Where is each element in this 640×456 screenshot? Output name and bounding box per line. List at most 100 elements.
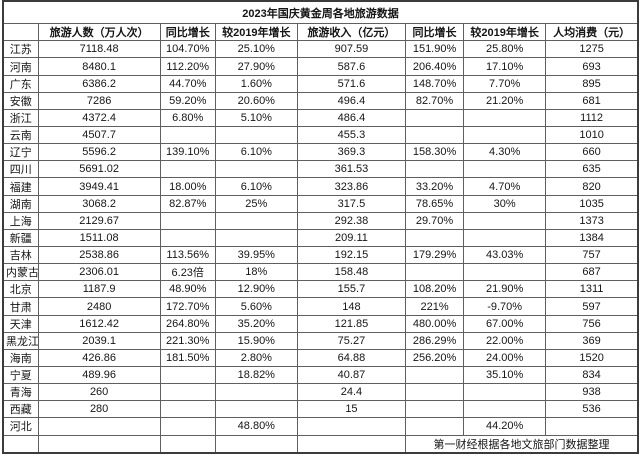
data-cell[interactable]: 39.95% (214, 246, 298, 265)
data-cell[interactable] (545, 417, 639, 436)
data-cell[interactable] (405, 160, 465, 179)
data-cell[interactable]: 21.90% (463, 280, 547, 299)
data-cell[interactable] (405, 417, 465, 436)
data-cell[interactable]: 21.20% (463, 91, 547, 110)
data-cell[interactable]: 20.60% (214, 91, 298, 110)
data-cell[interactable] (405, 400, 465, 419)
data-cell[interactable]: 12.90% (214, 280, 298, 299)
data-cell[interactable]: 221.30% (159, 331, 216, 350)
data-cell[interactable]: 112.20% (159, 57, 216, 76)
data-cell[interactable]: 938 (545, 383, 639, 402)
data-cell[interactable]: 426.86 (37, 348, 161, 368)
province-cell[interactable]: 河南 (2, 57, 39, 76)
data-cell[interactable]: 15 (296, 400, 407, 419)
data-cell[interactable]: 24.00% (463, 348, 547, 368)
province-cell[interactable]: 云南 (2, 126, 39, 145)
corner-header-cell[interactable] (2, 23, 39, 42)
data-cell[interactable] (37, 417, 161, 436)
data-cell[interactable]: 5.10% (214, 108, 298, 128)
data-cell[interactable]: 59.20% (159, 91, 216, 110)
data-cell[interactable]: 7118.48 (37, 40, 161, 59)
data-cell[interactable]: 2039.1 (37, 331, 161, 350)
data-cell[interactable]: 2538.86 (37, 246, 161, 265)
data-cell[interactable]: 35.10% (463, 365, 547, 385)
data-cell[interactable]: 35.20% (214, 314, 298, 333)
data-cell[interactable] (463, 228, 547, 248)
empty-cell[interactable] (159, 434, 216, 454)
data-cell[interactable] (463, 160, 547, 179)
data-cell[interactable]: 2480 (37, 297, 161, 316)
data-cell[interactable]: 496.4 (296, 91, 407, 110)
data-cell[interactable]: 486.4 (296, 108, 407, 128)
data-cell[interactable]: 1612.42 (37, 314, 161, 333)
data-cell[interactable]: 181.50% (159, 348, 216, 368)
data-cell[interactable]: 221% (405, 297, 465, 316)
data-cell[interactable]: 1035 (545, 194, 639, 213)
data-cell[interactable] (463, 126, 547, 145)
data-cell[interactable]: 6.80% (159, 108, 216, 128)
province-cell[interactable]: 四川 (2, 160, 39, 179)
data-cell[interactable]: 280 (37, 400, 161, 419)
data-cell[interactable]: 369.3 (296, 143, 407, 162)
data-cell[interactable]: 17.10% (463, 57, 547, 76)
data-cell[interactable]: 25% (214, 194, 298, 213)
data-cell[interactable]: 1.60% (214, 74, 298, 93)
data-cell[interactable]: 108.20% (405, 280, 465, 299)
data-cell[interactable]: 834 (545, 365, 639, 385)
data-cell[interactable]: 148.70% (405, 74, 465, 93)
province-cell[interactable]: 浙江 (2, 108, 39, 128)
data-cell[interactable]: -9.70% (463, 297, 547, 316)
data-cell[interactable]: 3068.2 (37, 194, 161, 213)
data-cell[interactable]: 1520 (545, 348, 639, 368)
data-cell[interactable]: 2.80% (214, 348, 298, 368)
data-cell[interactable]: 24.4 (296, 383, 407, 402)
data-cell[interactable]: 687 (545, 263, 639, 282)
data-cell[interactable]: 4.70% (463, 177, 547, 196)
data-cell[interactable] (405, 365, 465, 385)
data-cell[interactable]: 361.53 (296, 160, 407, 179)
data-cell[interactable]: 635 (545, 160, 639, 179)
province-cell[interactable]: 北京 (2, 280, 39, 299)
data-cell[interactable]: 1275 (545, 40, 639, 59)
data-cell[interactable]: 18.00% (159, 177, 216, 196)
data-cell[interactable]: 206.40% (405, 57, 465, 76)
data-cell[interactable]: 1373 (545, 211, 639, 230)
data-cell[interactable]: 907.59 (296, 40, 407, 59)
data-cell[interactable]: 536 (545, 400, 639, 419)
header-cell-1[interactable]: 旅游人数（万人次） (37, 23, 161, 42)
province-cell[interactable]: 福建 (2, 177, 39, 196)
source-note-cell[interactable]: 第一财经根据各地文旅部门数据整理 (405, 434, 639, 454)
data-cell[interactable]: 43.03% (463, 246, 547, 265)
data-cell[interactable]: 6386.2 (37, 74, 161, 93)
data-cell[interactable]: 4507.7 (37, 126, 161, 145)
data-cell[interactable]: 2129.67 (37, 211, 161, 230)
data-cell[interactable]: 48.80% (214, 417, 298, 436)
data-cell[interactable]: 489.96 (37, 365, 161, 385)
data-cell[interactable] (159, 126, 216, 145)
data-cell[interactable]: 4372.4 (37, 108, 161, 128)
data-cell[interactable]: 587.6 (296, 57, 407, 76)
data-cell[interactable] (214, 211, 298, 230)
data-cell[interactable]: 480.00% (405, 314, 465, 333)
data-cell[interactable]: 5596.2 (37, 143, 161, 162)
data-cell[interactable] (214, 383, 298, 402)
data-cell[interactable]: 155.7 (296, 280, 407, 299)
province-cell[interactable]: 天津 (2, 314, 39, 333)
data-cell[interactable]: 179.29% (405, 246, 465, 265)
province-cell[interactable]: 吉林 (2, 246, 39, 265)
data-cell[interactable] (214, 400, 298, 419)
province-cell[interactable]: 甘肃 (2, 297, 39, 316)
data-cell[interactable] (159, 383, 216, 402)
data-cell[interactable]: 660 (545, 143, 639, 162)
empty-cell[interactable] (296, 434, 407, 454)
data-cell[interactable]: 82.70% (405, 91, 465, 110)
data-cell[interactable]: 681 (545, 91, 639, 110)
data-cell[interactable] (159, 228, 216, 248)
data-cell[interactable]: 18.82% (214, 365, 298, 385)
selected-cell[interactable] (2, 434, 39, 454)
data-cell[interactable]: 323.86 (296, 177, 407, 196)
data-cell[interactable]: 1311 (545, 280, 639, 299)
data-cell[interactable] (463, 211, 547, 230)
province-cell[interactable]: 安徽 (2, 91, 39, 110)
data-cell[interactable]: 113.56% (159, 246, 216, 265)
